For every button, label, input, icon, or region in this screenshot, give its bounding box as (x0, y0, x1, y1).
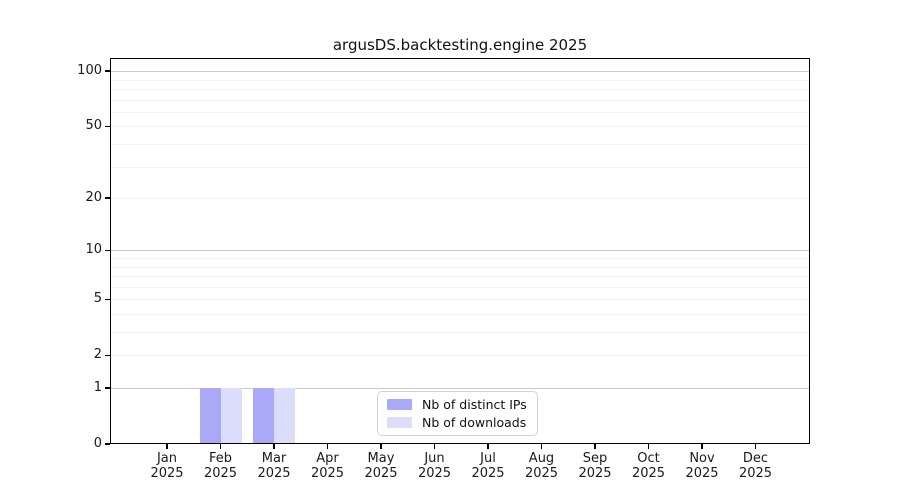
x-tick-month: Apr (316, 451, 339, 466)
x-tick-mark-sep (594, 444, 596, 449)
x-tick-year: 2025 (150, 466, 184, 481)
x-tick-mark-dec (754, 444, 757, 449)
y-tick-mark-100 (104, 70, 110, 72)
bar-nb-of-distinct-ips-mar-2025 (253, 388, 274, 444)
y-tick-mark-2 (104, 354, 110, 357)
x-tick-label-oct: Oct 2025 (609, 451, 689, 481)
bar-nb-of-distinct-ips-feb-2025 (199, 388, 221, 444)
x-tick-mark-feb (219, 444, 222, 449)
x-tick-month: Jun (424, 451, 445, 466)
x-tick-mark-mar (273, 444, 275, 449)
gridline-minor-20 (110, 198, 810, 200)
gridline-minor-90 (110, 79, 810, 81)
gridline-minor-80 (110, 89, 810, 91)
x-tick-month: Aug (528, 451, 555, 466)
y-tick-label-10: 10 (85, 242, 102, 258)
x-tick-year: 2025 (578, 466, 612, 481)
gridline-minor-40 (110, 144, 810, 146)
gridline-minor-2 (110, 355, 810, 357)
x-tick-mark-aug (540, 444, 543, 449)
gridline-major-1 (110, 388, 810, 389)
y-tick-label-100: 100 (77, 63, 102, 79)
x-tick-mark-jan (166, 444, 168, 449)
x-tick-label-may: May 2025 (341, 451, 421, 481)
legend-swatch-distinct-ips (387, 399, 412, 410)
x-tick-month: Mar (261, 451, 287, 466)
x-tick-year: 2025 (203, 466, 238, 481)
x-tick-month: Oct (637, 451, 660, 466)
x-tick-label-dec: Dec 2025 (716, 451, 796, 481)
x-tick-label-jun: Jun 2025 (395, 451, 475, 481)
x-tick-mark-jul (487, 444, 489, 449)
y-tick-label-0: 0 (93, 436, 102, 451)
legend-item-downloads: Nb of downloads (387, 415, 527, 430)
x-tick-mark-may (380, 444, 382, 449)
x-tick-month: Dec (742, 451, 769, 466)
x-tick-year: 2025 (257, 466, 291, 481)
x-tick-year: 2025 (685, 466, 719, 481)
x-tick-month: Jul (480, 451, 496, 466)
x-tick-year: 2025 (310, 466, 345, 481)
bar-nb-of-downloads-feb-2025 (220, 388, 242, 444)
x-tick-mark-oct (647, 444, 650, 449)
y-tick-mark-50 (104, 125, 110, 128)
y-tick-mark-1 (104, 387, 110, 389)
x-tick-label-apr: Apr 2025 (288, 451, 368, 481)
x-tick-mark-apr (326, 444, 329, 449)
gridline-minor-7 (110, 276, 810, 277)
x-tick-month: Sep (582, 451, 608, 466)
bar-nb-of-downloads-mar-2025 (274, 388, 295, 444)
x-tick-year: 2025 (417, 466, 452, 481)
x-tick-label-aug: Aug 2025 (502, 451, 582, 481)
x-tick-year: 2025 (631, 466, 666, 481)
gridline-minor-3 (110, 332, 810, 333)
x-tick-year: 2025 (364, 466, 398, 481)
y-tick-label-5: 5 (93, 291, 102, 307)
x-tick-label-jan: Jan 2025 (127, 451, 207, 481)
gridline-minor-5 (110, 299, 810, 301)
y-tick-label-20: 20 (85, 190, 102, 206)
x-tick-year: 2025 (524, 466, 559, 481)
gridline-minor-6 (110, 286, 810, 288)
gridline-minor-30 (110, 166, 810, 168)
gridline-major-10 (110, 250, 810, 252)
y-tick-mark-5 (104, 298, 110, 301)
x-tick-label-nov: Nov 2025 (662, 451, 742, 481)
gridline-minor-50 (110, 126, 810, 128)
gridline-major-100 (110, 71, 810, 73)
x-tick-month: Feb (208, 451, 233, 466)
gridline-minor-60 (110, 112, 810, 113)
legend-label-downloads: Nb of downloads (422, 415, 527, 430)
legend-label-distinct-ips: Nb of distinct IPs (422, 397, 527, 412)
x-tick-mark-nov (701, 444, 703, 449)
y-tick-label-50: 50 (85, 118, 102, 134)
x-tick-label-sep: Sep 2025 (555, 451, 635, 481)
x-tick-label-mar: Mar 2025 (234, 451, 314, 481)
gridline-minor-8 (110, 266, 810, 268)
legend-swatch-downloads (387, 417, 412, 428)
chart-title: argusDS.backtesting.engine 2025 (332, 36, 588, 54)
x-tick-label-jul: Jul 2025 (448, 451, 528, 481)
x-tick-month: Jan (156, 451, 178, 466)
legend: Nb of distinct IPs Nb of downloads (377, 391, 538, 436)
y-tick-mark-0 (104, 443, 110, 445)
legend-item-distinct-ips: Nb of distinct IPs (387, 397, 527, 412)
x-tick-mark-jun (433, 444, 436, 449)
gridline-minor-9 (110, 258, 810, 259)
plot-area (110, 58, 810, 444)
x-tick-month: Nov (689, 451, 715, 466)
x-tick-label-feb: Feb 2025 (181, 451, 261, 481)
y-tick-label-2: 2 (93, 347, 102, 363)
y-tick-label-1: 1 (93, 380, 102, 395)
y-tick-mark-10 (104, 249, 110, 252)
x-tick-year: 2025 (738, 466, 773, 481)
y-tick-mark-20 (104, 197, 110, 199)
gridline-minor-4 (110, 314, 810, 315)
x-tick-month: May (367, 451, 395, 466)
x-tick-year: 2025 (471, 466, 505, 481)
gridline-minor-70 (110, 99, 810, 101)
